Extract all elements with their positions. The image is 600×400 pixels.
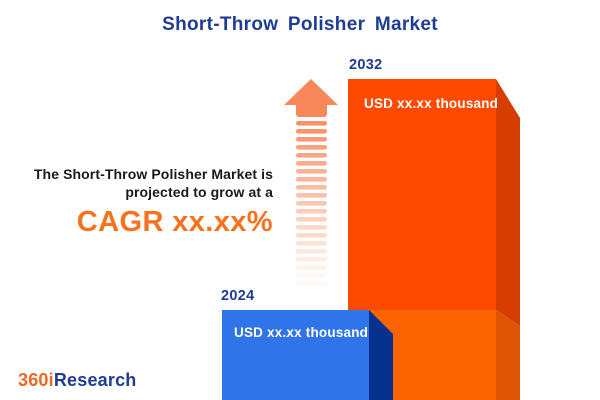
bar-2024-side — [369, 310, 393, 400]
year-label-2032: 2032 — [349, 57, 383, 73]
arrow-stripe — [296, 201, 327, 206]
arrow-stripe — [296, 193, 327, 198]
brand-logo-360i: 360i — [18, 370, 54, 390]
value-label-2032: USD xx.xx thousand — [364, 96, 499, 111]
arrow-stripe — [296, 273, 327, 278]
arrow-stripe — [296, 185, 327, 190]
arrow-stripes — [296, 121, 327, 286]
arrow-stripe — [296, 233, 327, 238]
page-title: Short-Throw Polisher Market — [162, 14, 438, 35]
arrow-stripe — [296, 137, 327, 142]
growth-arrow — [284, 79, 338, 286]
value-label-2024: USD xx.xx thousand — [234, 325, 369, 340]
bar-2032-side-lower — [496, 310, 520, 400]
arrow-stripe — [296, 265, 327, 270]
arrow-stripe — [296, 209, 327, 214]
promo-line-1: The Short-Throw Polisher Market is — [33, 166, 273, 182]
cagr-promo-block: The Short-Throw Polisher Market is proje… — [0, 165, 273, 239]
arrow-stripe — [296, 161, 327, 166]
arrow-stripe — [296, 257, 327, 262]
arrow-stripe — [296, 177, 327, 182]
arrow-stripe — [296, 129, 327, 134]
arrow-stripe — [296, 169, 327, 174]
arrow-stripe — [296, 281, 327, 286]
bar-2032-side-upper — [496, 79, 520, 326]
promo-line-2: projected to grow at a — [125, 184, 273, 200]
year-label-2024: 2024 — [221, 288, 255, 304]
arrow-stripe — [296, 225, 327, 230]
brand-logo-research: Research — [53, 370, 137, 390]
arrow-stripe — [296, 145, 327, 150]
growth-arrow-stem — [296, 101, 327, 117]
arrow-stripe — [296, 249, 327, 254]
arrow-stripe — [296, 217, 327, 222]
arrow-stripe — [296, 241, 327, 246]
bar-2032 — [348, 79, 520, 400]
cagr-value: CAGR xx.xx% — [76, 206, 273, 238]
growth-arrow-head-icon — [284, 79, 338, 105]
bar-2024-front — [222, 310, 369, 400]
brand-logo: 360iResearch — [18, 370, 137, 391]
arrow-stripe — [296, 153, 327, 158]
bar-2024 — [222, 310, 393, 400]
bar-2032-front-upper — [348, 79, 496, 310]
arrow-stripe — [296, 121, 327, 126]
